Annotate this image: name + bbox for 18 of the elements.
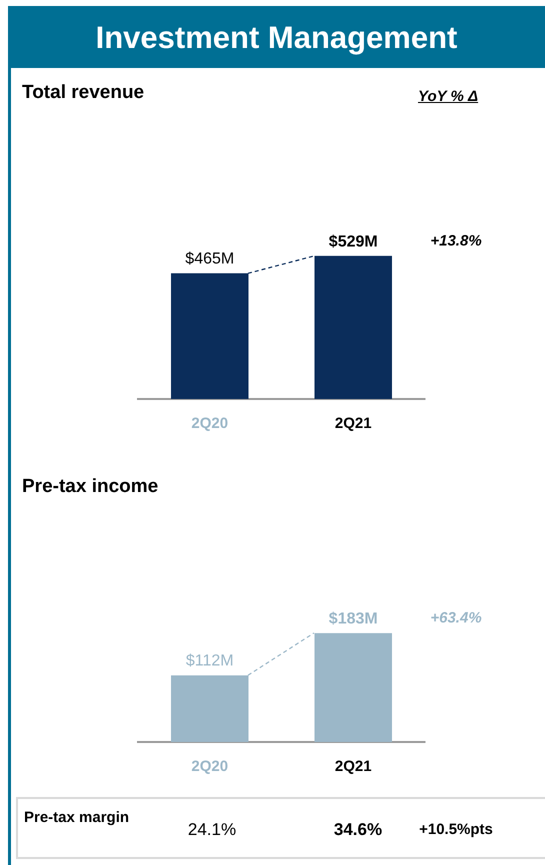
data-label: $183M xyxy=(328,610,378,628)
chart-subtitle: Total revenue xyxy=(22,82,144,104)
text: YoY % Δ xyxy=(418,88,478,105)
data-label: $112M xyxy=(186,652,234,670)
text: Pre-tax margin xyxy=(24,808,130,827)
chart-title: Investment Management xyxy=(8,6,545,68)
x-tick-label: 2Q21 xyxy=(334,415,372,432)
text: +63.4% xyxy=(430,610,482,627)
x-tick-label: 2Q20 xyxy=(191,758,228,776)
x-tick-label: 2Q21 xyxy=(334,758,372,776)
data-label: $529M xyxy=(328,233,378,250)
text: 24.1% xyxy=(188,820,236,840)
text: +13.8% xyxy=(430,232,482,250)
x-tick-label: 2Q20 xyxy=(191,415,228,432)
chart-title: Pre-tax income xyxy=(22,476,158,498)
data-label: $465M xyxy=(185,250,234,268)
text: +10.5%pts xyxy=(419,821,493,838)
text: 34.6% xyxy=(334,820,382,840)
